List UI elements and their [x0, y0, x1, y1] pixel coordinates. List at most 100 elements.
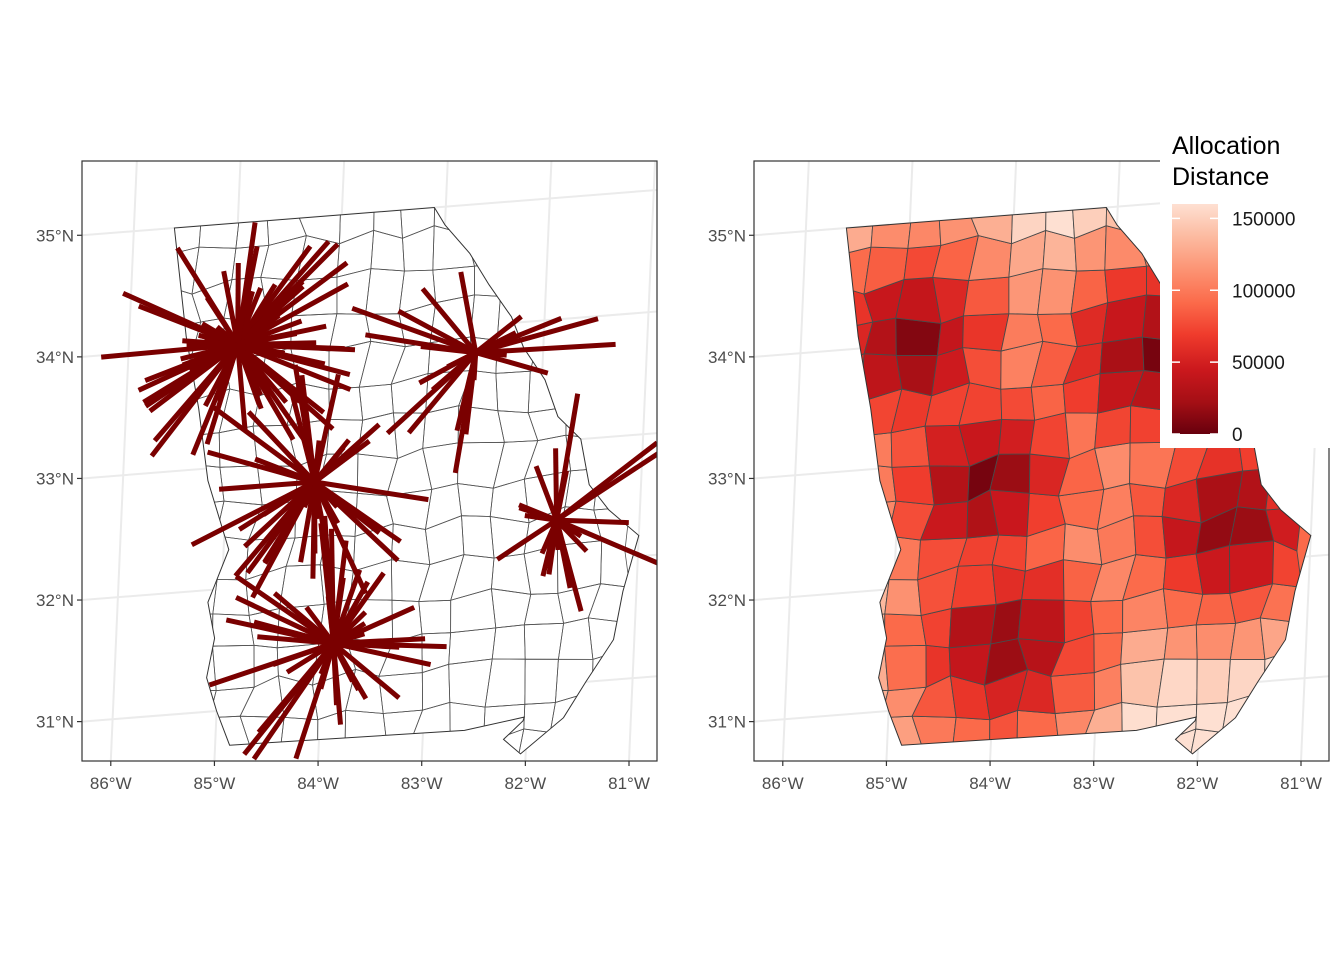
- county: [1037, 268, 1077, 315]
- left-map-panel: 86°W 85°W 84°W 83°W 82°W 81°W 31°N 32°N 33°N 34°N…: [36, 160, 658, 793]
- allocation-line: [234, 574, 335, 646]
- county: [1163, 624, 1198, 660]
- y-tick-label: 35°N: [708, 226, 746, 245]
- legend-label: 150000: [1232, 209, 1295, 230]
- county: [1133, 515, 1167, 559]
- allocation-line: [122, 291, 239, 347]
- county: [870, 208, 913, 249]
- county: [1050, 672, 1096, 714]
- allocation-line: [554, 393, 581, 521]
- legend-title-line-1: Allocation: [1172, 132, 1280, 160]
- allocation-line: [331, 641, 401, 700]
- y-tick-label: 31°N: [36, 713, 74, 732]
- allocation-line: [446, 350, 477, 370]
- meridian-gridline: [628, 161, 657, 761]
- allocation-line: [533, 465, 559, 521]
- allocation-line: [235, 344, 248, 431]
- county: [895, 317, 942, 356]
- county: [948, 603, 997, 649]
- county: [1045, 207, 1075, 239]
- county: [1229, 617, 1266, 660]
- x-tick-label: 83°W: [1073, 774, 1115, 793]
- allocation-line: [312, 481, 327, 531]
- allocation-line: [495, 518, 558, 562]
- y-tick-label: 32°N: [36, 591, 74, 610]
- allocation-line: [351, 305, 477, 355]
- county: [339, 207, 375, 245]
- county: [850, 645, 889, 692]
- allocation-line: [293, 642, 336, 760]
- allocation-line: [312, 440, 322, 483]
- allocation-line: [235, 343, 307, 443]
- x-tick-label: 81°W: [608, 774, 650, 793]
- county: [852, 613, 886, 655]
- allocation-star-northeast-center: [351, 271, 616, 474]
- county: [1057, 488, 1105, 531]
- county: [235, 207, 270, 249]
- allocation-line: [243, 480, 317, 549]
- y-tick-label: 34°N: [708, 348, 746, 367]
- y-tick-label: 34°N: [36, 348, 74, 367]
- allocation-line: [475, 350, 549, 376]
- allocation-line: [331, 568, 363, 645]
- allocation-line: [235, 262, 241, 345]
- county: [884, 644, 927, 692]
- allocation-line: [236, 281, 350, 347]
- county: [851, 500, 897, 545]
- allocation-line: [331, 643, 339, 706]
- county: [1121, 701, 1158, 745]
- right-panel-border: [753, 160, 1330, 762]
- y-tick-label: 33°N: [708, 469, 746, 488]
- county: [296, 207, 342, 245]
- allocation-line: [458, 271, 479, 354]
- allocation-star-northwest-center: [100, 222, 356, 458]
- left-axes: 86°W 85°W 84°W 83°W 82°W 81°W 31°N 32°N 33°N 34°N…: [36, 226, 650, 793]
- county: [884, 579, 922, 616]
- y-tick-label: 31°N: [708, 713, 746, 732]
- county: [846, 353, 865, 403]
- county: [887, 535, 921, 581]
- allocation-line: [204, 296, 240, 346]
- allocation-line: [314, 479, 429, 503]
- allocation-line: [331, 571, 386, 645]
- county: [1196, 658, 1231, 705]
- county: [1104, 225, 1148, 271]
- left-state-map: [173, 206, 640, 755]
- county: [851, 579, 890, 618]
- right-map-panel: 86°W 85°W 84°W 83°W 82°W 81°W 31°N 32°N 33°N 34°N…: [708, 160, 1330, 793]
- allocation-line: [256, 641, 336, 734]
- county: [174, 688, 217, 721]
- allocation-line: [192, 343, 240, 401]
- allocation-star-east-center: [495, 393, 657, 612]
- allocation-lines: [100, 222, 657, 761]
- x-tick-label: 84°W: [969, 774, 1011, 793]
- county: [851, 535, 890, 582]
- y-tick-label: 35°N: [36, 226, 74, 245]
- allocation-line: [554, 519, 573, 589]
- allocation-line: [250, 480, 317, 599]
- allocation-line: [211, 404, 317, 485]
- left-panel-border: [81, 160, 658, 762]
- county: [884, 613, 927, 647]
- x-tick-label: 82°W: [504, 774, 546, 793]
- right-axes: 86°W 85°W 84°W 83°W 82°W 81°W 31°N 32°N 33°N 34°N…: [708, 226, 1322, 793]
- county: [1120, 627, 1169, 665]
- allocation-line: [272, 641, 335, 668]
- allocation-line: [144, 342, 240, 409]
- county: [891, 465, 935, 506]
- county: [180, 613, 214, 655]
- county: [1000, 386, 1036, 421]
- county: [846, 208, 875, 256]
- county: [1105, 207, 1153, 235]
- county: [998, 418, 1036, 455]
- county: [911, 715, 957, 754]
- x-tick-label: 84°W: [297, 774, 339, 793]
- county: [951, 716, 991, 754]
- legend-ticks: 0 50000 100000 150000: [1172, 209, 1295, 446]
- legend: Allocation Distance 0 50000 100000 150000: [1160, 124, 1344, 448]
- county: [1016, 709, 1061, 751]
- county: [1062, 523, 1103, 566]
- county: [1195, 592, 1237, 626]
- allocation-line: [313, 479, 402, 544]
